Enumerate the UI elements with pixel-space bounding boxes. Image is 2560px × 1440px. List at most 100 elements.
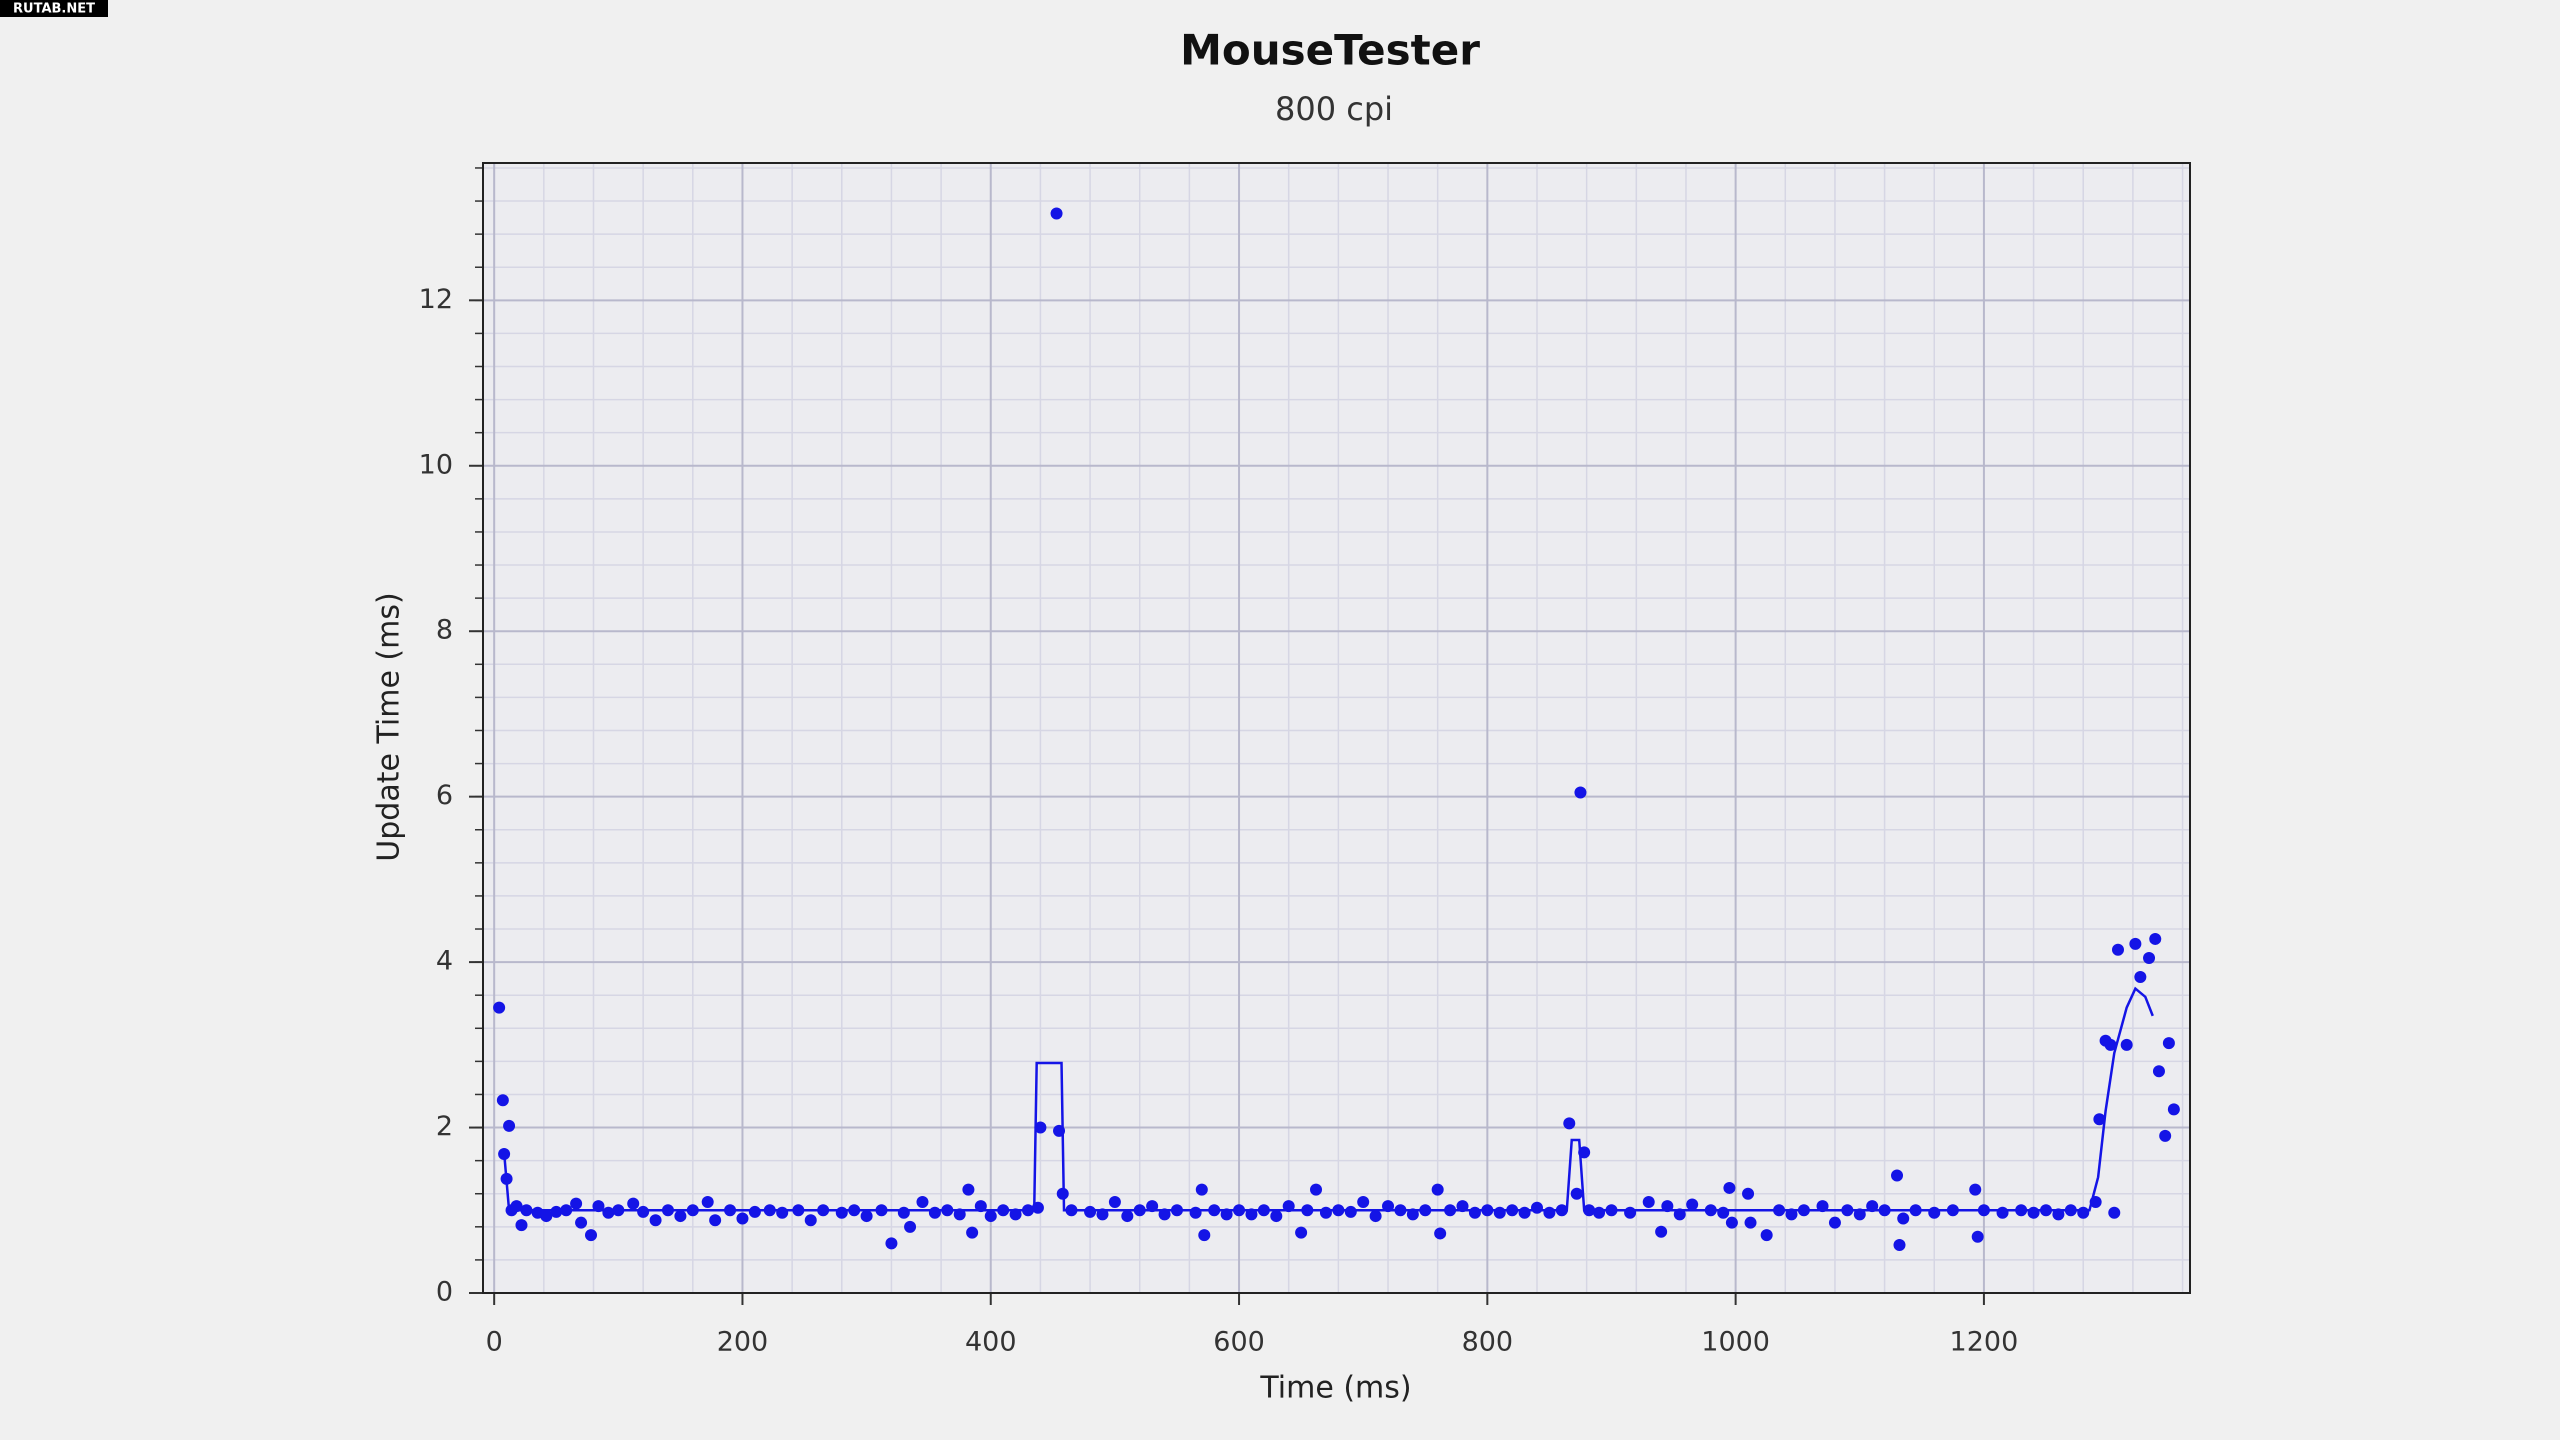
y-tick-label: 0 (436, 1277, 453, 1308)
data-point (496, 1094, 509, 1107)
chart-title: MouseTester (1180, 26, 1480, 75)
x-tick-label: 800 (1462, 1327, 1514, 1358)
data-point (1563, 1117, 1576, 1130)
data-point (1518, 1206, 1531, 1219)
data-point (1723, 1181, 1736, 1194)
data-point (776, 1206, 789, 1219)
data-point (2167, 1103, 2180, 1116)
data-point (585, 1229, 598, 1242)
data-point (804, 1214, 817, 1227)
data-point (2149, 932, 2162, 945)
data-point (1357, 1196, 1370, 1209)
y-tick-label: 8 (436, 615, 453, 646)
data-point (897, 1206, 910, 1219)
data-point (1897, 1212, 1910, 1225)
data-point (1742, 1187, 1755, 1200)
data-point (1570, 1187, 1583, 1200)
x-tick-label: 0 (486, 1327, 503, 1358)
data-point (748, 1205, 761, 1218)
data-point (2162, 1037, 2175, 1050)
trend-line (502, 986, 2154, 1212)
data-point (1642, 1196, 1655, 1209)
data-point (1108, 1196, 1121, 1209)
data-point (1828, 1216, 1841, 1229)
data-point (1593, 1206, 1606, 1219)
data-point (649, 1214, 662, 1227)
data-point (1431, 1183, 1444, 1196)
x-axis-label: Time (ms) (1259, 1371, 1411, 1406)
data-point (1369, 1210, 1382, 1223)
data-point (1686, 1198, 1699, 1211)
data-point (916, 1196, 929, 1209)
data-point (2104, 1038, 2117, 1051)
x-tick-label: 400 (965, 1327, 1017, 1358)
data-point (637, 1205, 650, 1218)
data-point (1493, 1206, 1506, 1219)
data-point (674, 1210, 687, 1223)
data-point (1971, 1230, 1984, 1243)
x-tick-label: 1000 (1701, 1327, 1770, 1358)
data-point (1034, 1121, 1047, 1134)
data-point (885, 1237, 898, 1250)
data-point (2077, 1206, 2090, 1219)
data-point (493, 1001, 506, 1014)
data-point (835, 1206, 848, 1219)
data-point (1760, 1229, 1773, 1242)
data-point (2027, 1206, 2040, 1219)
data-point (2143, 951, 2156, 964)
data-point (2129, 937, 2142, 950)
y-axis-label: Update Time (ms) (372, 592, 407, 861)
y-tick-label: 4 (436, 946, 453, 977)
data-point (1891, 1169, 1904, 1182)
data-point (736, 1212, 749, 1225)
data-point (1468, 1206, 1481, 1219)
data-point (860, 1210, 873, 1223)
data-point (928, 1206, 941, 1219)
chart-subtitle: 800 cpi (1275, 90, 1393, 128)
data-point (1344, 1205, 1357, 1218)
data-point (1574, 786, 1587, 799)
data-point (1189, 1206, 1202, 1219)
data-point (1270, 1210, 1283, 1223)
plot-frame (482, 162, 2191, 1294)
data-point (570, 1197, 583, 1210)
data-point (1543, 1206, 1556, 1219)
data-point (1434, 1227, 1447, 1240)
data-point (1195, 1183, 1208, 1196)
x-tick-label: 1200 (1950, 1327, 2019, 1358)
data-point (1084, 1205, 1097, 1218)
data-point (575, 1216, 588, 1229)
data-point (1969, 1183, 1982, 1196)
data-point (1050, 207, 1063, 220)
data-point (1893, 1239, 1906, 1252)
x-tick-label: 200 (717, 1327, 769, 1358)
data-point (2134, 970, 2147, 983)
data-point (503, 1119, 516, 1132)
x-tick-label: 600 (1213, 1327, 1265, 1358)
data-point (2152, 1065, 2165, 1078)
data-point (1295, 1226, 1308, 1239)
data-point (515, 1219, 528, 1232)
data-point (2111, 943, 2124, 956)
data-point (1928, 1206, 1941, 1219)
data-point (2108, 1206, 2121, 1219)
data-point (1310, 1183, 1323, 1196)
data-point (962, 1183, 975, 1196)
y-tick-label: 12 (419, 284, 453, 315)
data-point (2159, 1129, 2172, 1142)
data-point (1717, 1206, 1730, 1219)
data-point (904, 1220, 917, 1233)
data-point (709, 1214, 722, 1227)
y-tick-label: 2 (436, 1111, 453, 1142)
watermark-box (0, 0, 108, 17)
data-point (2120, 1038, 2133, 1051)
data-point (984, 1210, 997, 1223)
data-point (627, 1197, 640, 1210)
watermark: RUTAB.NET (13, 2, 95, 17)
data-point (2093, 1113, 2106, 1126)
data-point (1996, 1206, 2009, 1219)
data-point (540, 1210, 553, 1223)
data-point (1530, 1201, 1543, 1214)
